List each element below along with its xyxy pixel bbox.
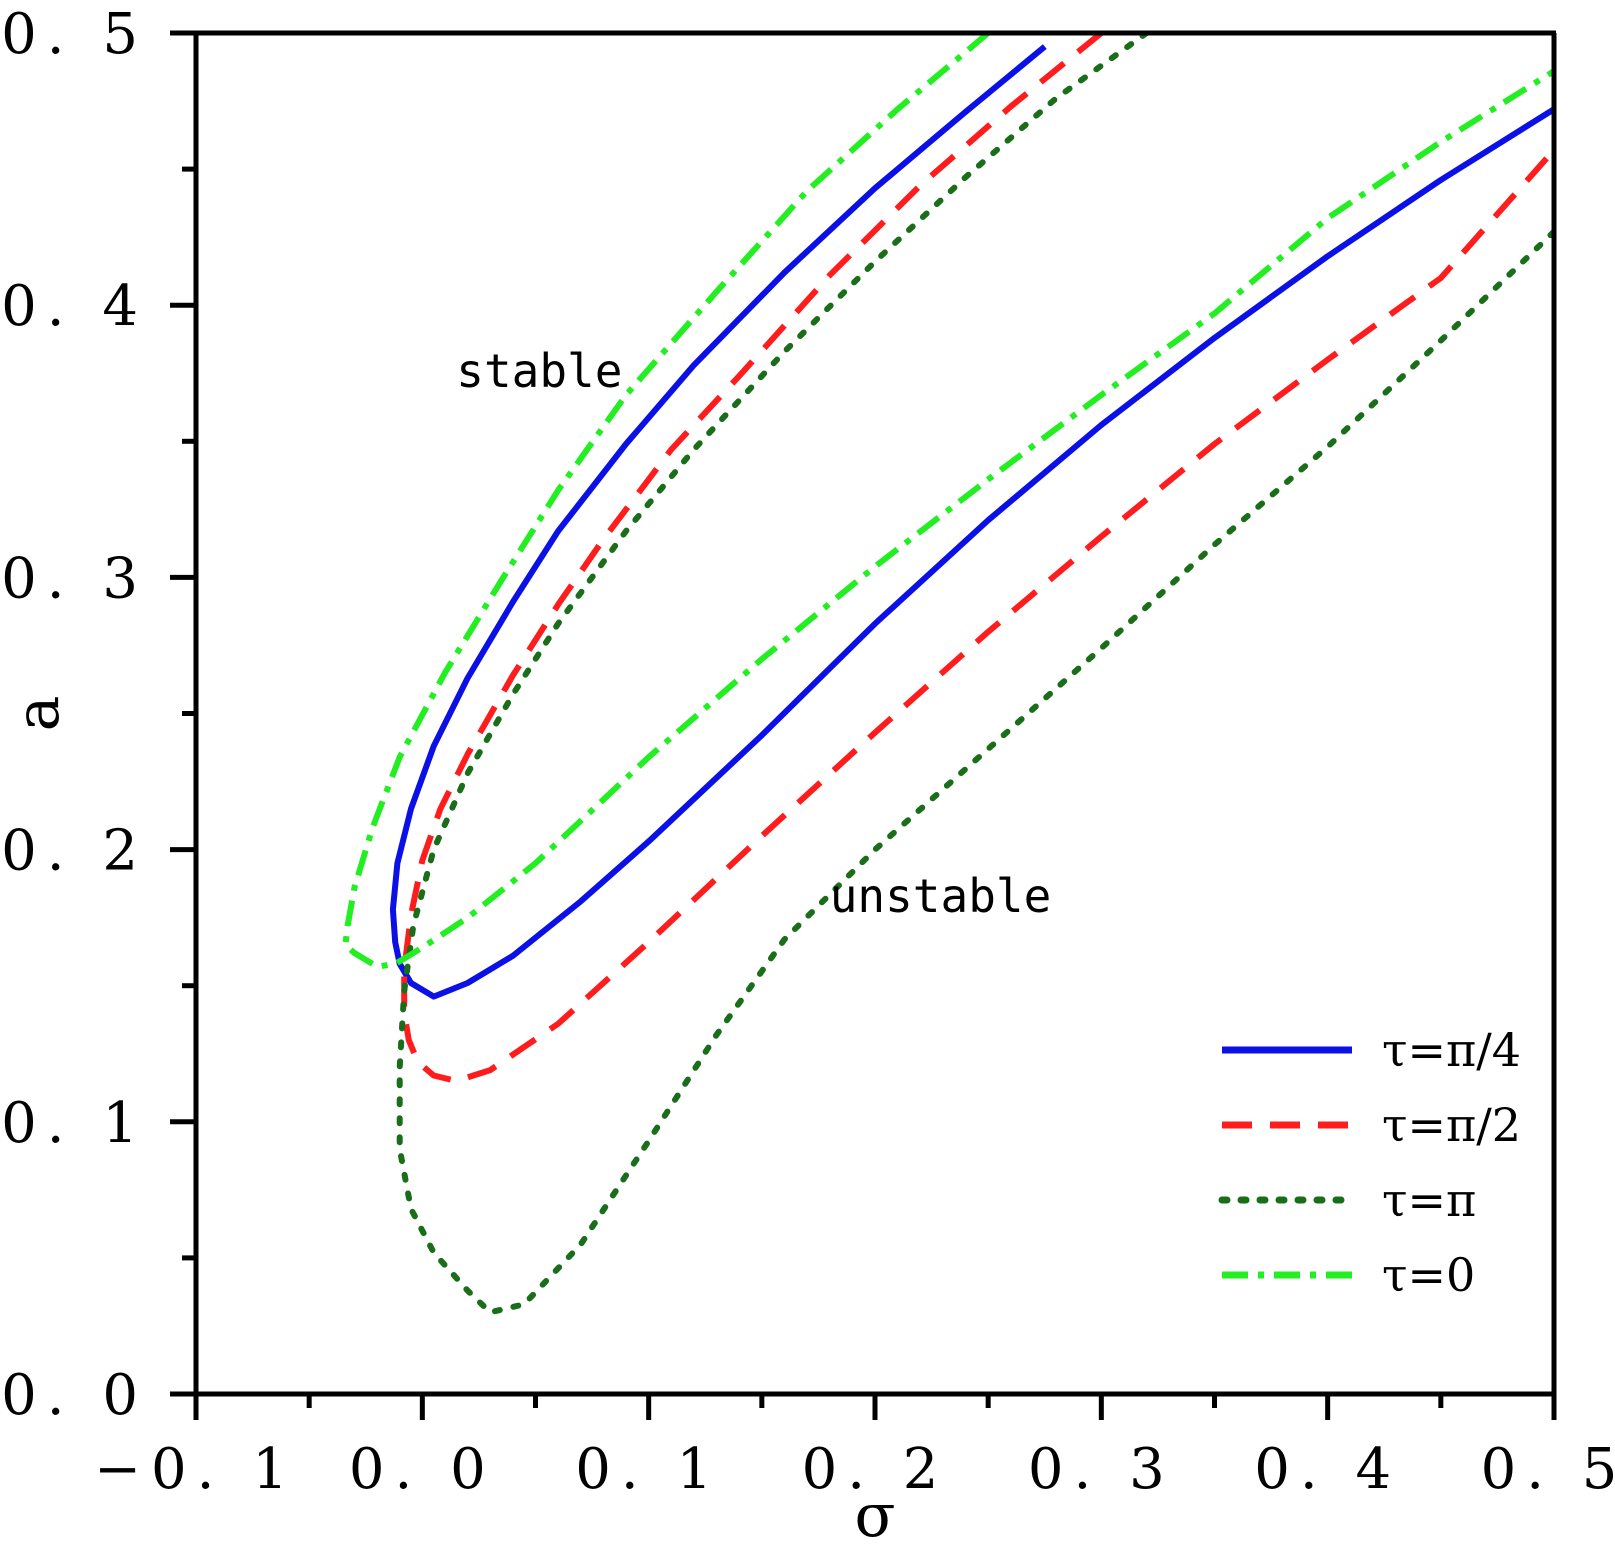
series-line-4 xyxy=(342,33,1554,970)
x-tick-label: 0. 3 xyxy=(1028,1437,1175,1502)
annotation-stable: stable xyxy=(456,344,622,398)
x-tick-label: −0. 1 xyxy=(94,1437,298,1502)
annotation-layer: stable unstable xyxy=(456,344,1051,923)
series-line-1 xyxy=(389,44,1554,1000)
annotation-unstable: unstable xyxy=(830,869,1052,923)
y-axis-label: a xyxy=(3,696,73,732)
series-line-2 xyxy=(401,33,1554,1084)
legend-label-3: τ=π xyxy=(1382,1173,1476,1227)
series-layer xyxy=(342,33,1554,1316)
series-line-3 xyxy=(396,33,1554,1316)
y-tick-label: 0. 3 xyxy=(1,546,148,611)
y-tick-label: 0. 0 xyxy=(1,1363,148,1428)
legend-label-1: τ=π/4 xyxy=(1382,1023,1521,1077)
x-tick-label: 0. 0 xyxy=(349,1437,496,1502)
y-tick-label: 0. 5 xyxy=(1,2,148,67)
x-tick-label: 0. 1 xyxy=(575,1437,722,1502)
x-axis-label: σ xyxy=(855,1481,896,1551)
x-tick-label: 0. 2 xyxy=(802,1437,949,1502)
y-tick-label: 0. 2 xyxy=(1,819,148,884)
x-tick-label: 0. 5 xyxy=(1481,1437,1615,1502)
legend: τ=π/4 τ=π/2 τ=π τ=0 xyxy=(1218,1023,1521,1302)
x-tick-label: 0. 4 xyxy=(1254,1437,1401,1502)
y-tick-label: 0. 4 xyxy=(1,274,148,339)
legend-label-4: τ=0 xyxy=(1382,1248,1475,1302)
y-tick-label: 0. 1 xyxy=(1,1091,148,1156)
legend-label-2: τ=π/2 xyxy=(1382,1098,1521,1152)
